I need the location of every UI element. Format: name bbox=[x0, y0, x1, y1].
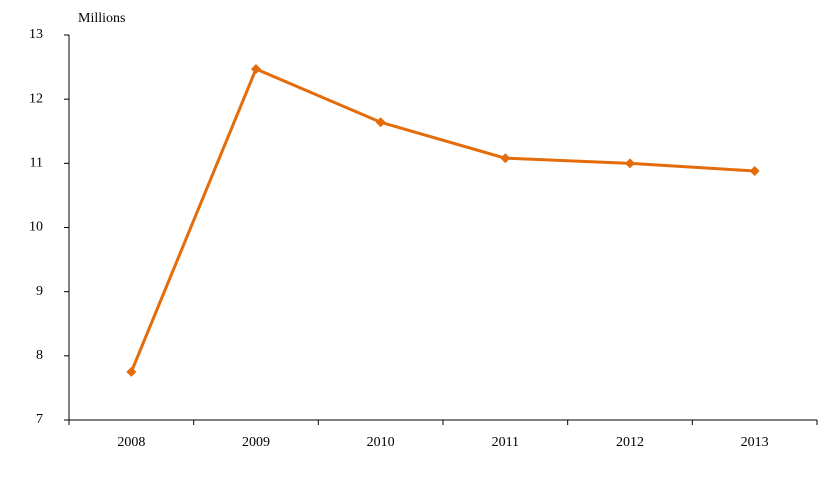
y-tick-label: 11 bbox=[30, 156, 43, 171]
x-tick-label: 2011 bbox=[492, 435, 519, 450]
x-tick-label: 2013 bbox=[741, 435, 769, 450]
y-tick-label: 10 bbox=[29, 220, 43, 235]
marker bbox=[251, 64, 261, 75]
y-tick-label: 13 bbox=[29, 27, 43, 42]
marker bbox=[625, 158, 635, 169]
x-tick-label: 2012 bbox=[616, 435, 644, 450]
x-tick-label: 2010 bbox=[367, 435, 395, 450]
marker bbox=[126, 366, 137, 377]
x-tick-label: 2008 bbox=[117, 435, 145, 450]
y-axis-label: Millions bbox=[78, 11, 125, 26]
x-tick-label: 2009 bbox=[242, 435, 270, 450]
y-tick-label: 7 bbox=[36, 412, 43, 427]
y-tick-label: 8 bbox=[36, 348, 43, 363]
marker bbox=[375, 117, 386, 128]
line bbox=[129, 67, 755, 373]
marker bbox=[500, 153, 511, 164]
y-tick-label: 12 bbox=[29, 91, 43, 106]
y-tick-label: 9 bbox=[36, 284, 43, 299]
marker bbox=[749, 166, 760, 177]
